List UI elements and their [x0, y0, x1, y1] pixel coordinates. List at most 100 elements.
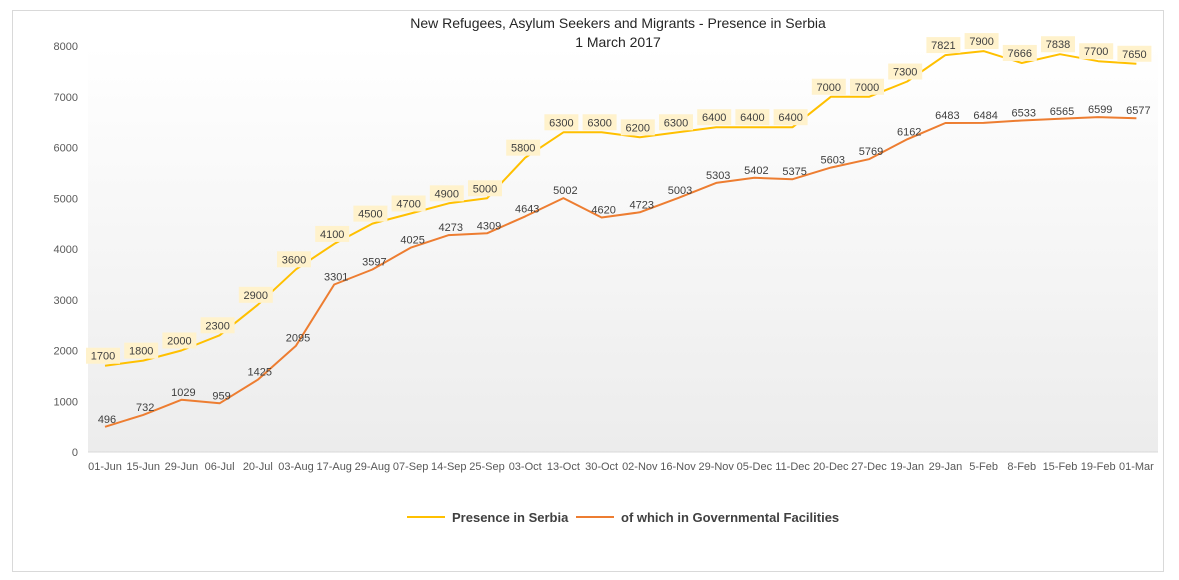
x-tick-label: 20-Dec: [813, 461, 849, 473]
chart-subtitle: 1 March 2017: [575, 34, 661, 50]
data-label-bg: [124, 342, 159, 359]
data-label-layer: 1700 1800 2000 2300 2900 3600 4100 4500 4700 4900…: [86, 33, 1152, 426]
x-tick-label: 11-Dec: [775, 461, 810, 473]
data-label-bg: [850, 78, 884, 95]
data-label-presence: 4100: [320, 229, 344, 241]
x-tick-label: 02-Nov: [622, 461, 658, 473]
x-tick-label: 15-Jun: [126, 461, 160, 473]
data-label-governmental: 3597: [362, 256, 386, 268]
data-label-governmental: 6599: [1088, 104, 1112, 116]
x-tick-label: 25-Sep: [469, 461, 504, 473]
y-tick-label: 6000: [54, 143, 78, 155]
data-label-governmental: 3301: [324, 271, 348, 283]
data-label-presence: 7300: [893, 67, 917, 79]
data-label-presence: 6400: [740, 112, 764, 124]
data-label-governmental: 6162: [897, 126, 921, 138]
y-tick-label: 4000: [54, 244, 78, 256]
data-label-presence: 6300: [549, 117, 573, 129]
data-label-presence: 5800: [511, 143, 535, 155]
data-label-bg: [1002, 44, 1037, 61]
x-tick-label: 29-Jun: [165, 461, 199, 473]
data-label-presence: 5000: [473, 183, 497, 195]
data-label-presence: 1800: [129, 346, 153, 358]
data-label-presence: 7000: [817, 82, 841, 94]
data-label-governmental: 4025: [400, 235, 424, 247]
data-label-bg: [888, 63, 923, 80]
y-tick-label: 0: [72, 447, 78, 459]
legend-label: of which in Governmental Facilities: [621, 510, 839, 525]
data-label-bg: [773, 109, 808, 126]
data-label-bg: [964, 33, 999, 50]
x-tick-label: 29-Aug: [355, 461, 390, 473]
x-tick-label: 07-Sep: [393, 461, 428, 473]
data-label-bg: [468, 180, 502, 197]
legend-item-presence: Presence in Serbia: [407, 510, 569, 525]
data-label-bg: [353, 205, 388, 222]
legend-item-governmental: of which in Governmental Facilities: [576, 510, 839, 525]
data-label-governmental: 4273: [439, 222, 463, 234]
x-tick-label: 17-Aug: [316, 461, 351, 473]
data-label-presence: 3600: [282, 254, 306, 266]
data-label-governmental: 4723: [630, 199, 654, 211]
data-label-presence: 6400: [702, 112, 726, 124]
x-tick-label: 19-Jan: [890, 461, 924, 473]
data-label-presence: 7900: [969, 36, 993, 48]
series-line-presence: [104, 50, 1137, 367]
data-label-bg: [506, 139, 541, 156]
data-label-bg: [1041, 36, 1075, 53]
x-tick-label: 16-Nov: [660, 461, 696, 473]
data-label-governmental: 5769: [859, 146, 883, 158]
data-label-bg: [391, 195, 426, 212]
data-label-presence: 6200: [626, 122, 650, 134]
data-label-governmental: 5003: [668, 185, 692, 197]
data-label-bg: [162, 332, 197, 349]
y-tick-label: 8000: [54, 41, 78, 53]
data-label-governmental: 2095: [286, 333, 310, 345]
data-label-governmental: 5303: [706, 170, 730, 182]
x-tick-label: 01-Jun: [88, 461, 122, 473]
data-label-bg: [811, 78, 846, 95]
data-label-governmental: 4620: [591, 205, 615, 217]
data-label-presence: 2000: [167, 336, 191, 348]
data-label-bg: [86, 347, 120, 364]
data-label-governmental: 6484: [973, 110, 997, 122]
data-label-bg: [1117, 45, 1152, 62]
x-axis: 01-Jun 15-Jun 29-Jun 06-Jul 20-Jul 03-Aug 17-A…: [88, 451, 1158, 473]
data-label-bg: [697, 109, 732, 126]
data-label-bg: [238, 286, 273, 303]
data-label-presence: 1700: [91, 351, 115, 363]
data-label-presence: 4500: [358, 209, 382, 221]
data-label-bg: [429, 185, 464, 202]
data-label-bg: [200, 317, 235, 334]
x-tick-label: 20-Jul: [243, 461, 273, 473]
data-label-governmental: 1029: [171, 387, 195, 399]
x-tick-label: 15-Feb: [1043, 461, 1078, 473]
series-line-governmental: [104, 116, 1137, 428]
x-tick-label: 06-Jul: [205, 461, 235, 473]
x-tick-label: 5-Feb: [969, 461, 998, 473]
x-tick-label: 29-Jan: [929, 461, 963, 473]
data-label-governmental: 6533: [1012, 107, 1036, 119]
y-tick-label: 3000: [54, 295, 78, 307]
y-tick-label: 1000: [54, 396, 78, 408]
x-tick-label: 19-Feb: [1081, 461, 1116, 473]
x-tick-label: 03-Aug: [278, 461, 313, 473]
data-label-governmental: 496: [98, 414, 116, 426]
data-label-presence: 4900: [435, 188, 459, 200]
y-tick-label: 2000: [54, 346, 78, 358]
data-label-presence: 7700: [1084, 46, 1108, 58]
y-tick-label: 5000: [54, 193, 78, 205]
data-label-presence: 4700: [396, 198, 420, 210]
data-label-presence: 7838: [1046, 39, 1070, 51]
data-label-governmental: 4309: [477, 220, 501, 232]
y-axis: 0 1000 2000 3000 4000 5000 6000 7000 8000: [54, 41, 78, 459]
data-label-presence: 2900: [244, 290, 268, 302]
y-tick-label: 7000: [54, 92, 78, 104]
data-label-presence: 2300: [205, 320, 229, 332]
x-tick-label: 8-Feb: [1007, 461, 1036, 473]
x-tick-label: 30-Oct: [585, 461, 618, 473]
x-tick-label: 29-Nov: [698, 461, 734, 473]
data-label-bg: [1079, 43, 1114, 60]
x-tick-label: 01-Mar: [1119, 461, 1154, 473]
chart-title: New Refugees, Asylum Seekers and Migrant…: [410, 15, 826, 31]
